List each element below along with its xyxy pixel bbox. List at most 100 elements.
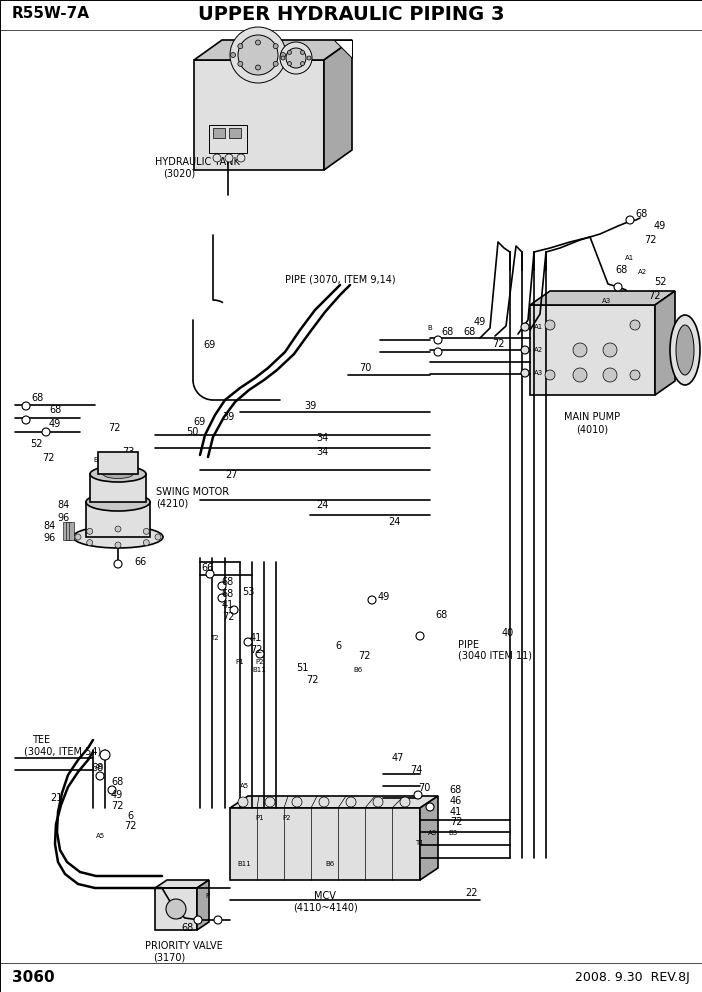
Circle shape	[115, 526, 121, 532]
Circle shape	[218, 582, 226, 590]
Text: 72: 72	[107, 423, 120, 433]
Text: 66: 66	[134, 557, 146, 567]
Text: R55W-7A: R55W-7A	[12, 7, 90, 22]
Text: 68: 68	[49, 405, 61, 415]
Circle shape	[75, 534, 81, 540]
Text: 24: 24	[388, 517, 400, 527]
Circle shape	[100, 750, 110, 760]
Polygon shape	[197, 880, 209, 930]
Text: 27: 27	[226, 470, 238, 480]
Circle shape	[521, 346, 529, 354]
Text: 68: 68	[111, 777, 123, 787]
Text: PIPE: PIPE	[458, 640, 479, 650]
Circle shape	[630, 370, 640, 380]
Circle shape	[573, 368, 587, 382]
Circle shape	[256, 40, 260, 45]
Text: 73: 73	[122, 447, 134, 457]
Text: 49: 49	[49, 419, 61, 429]
Circle shape	[545, 370, 555, 380]
Text: A1: A1	[534, 324, 543, 330]
Circle shape	[416, 632, 424, 640]
Circle shape	[614, 283, 622, 291]
Text: 52: 52	[654, 277, 666, 287]
Text: A5: A5	[95, 833, 105, 839]
Circle shape	[373, 797, 383, 807]
Text: A5: A5	[239, 783, 249, 789]
Text: 53: 53	[241, 587, 254, 597]
Text: P2: P2	[256, 659, 264, 665]
Text: 6: 6	[335, 641, 341, 651]
Circle shape	[114, 560, 122, 568]
Text: SWING MOTOR: SWING MOTOR	[156, 487, 229, 497]
Text: HYDRAULIC TANK: HYDRAULIC TANK	[155, 157, 240, 167]
Circle shape	[225, 154, 233, 162]
Text: 84: 84	[44, 521, 56, 531]
Text: B11: B11	[237, 861, 251, 867]
Text: 70: 70	[418, 783, 430, 793]
Bar	[209, 125, 247, 153]
Circle shape	[96, 772, 104, 780]
Bar	[66, 522, 71, 540]
Text: 68: 68	[636, 209, 648, 219]
Circle shape	[414, 791, 422, 799]
Text: 74: 74	[410, 765, 422, 775]
Text: B: B	[428, 325, 432, 331]
Text: A2: A2	[638, 269, 647, 275]
Polygon shape	[90, 474, 146, 502]
Text: 49: 49	[111, 790, 123, 800]
Text: B11: B11	[252, 667, 266, 673]
Polygon shape	[530, 291, 675, 305]
Circle shape	[238, 797, 248, 807]
Text: (3020): (3020)	[163, 168, 195, 178]
Circle shape	[206, 570, 214, 578]
Circle shape	[244, 638, 252, 646]
Text: 46: 46	[450, 796, 462, 806]
Text: B: B	[93, 457, 98, 463]
Text: 2008. 9.30  REV.8J: 2008. 9.30 REV.8J	[575, 970, 690, 983]
Circle shape	[218, 594, 226, 602]
Text: 41: 41	[450, 807, 462, 817]
Circle shape	[346, 797, 356, 807]
Bar	[63, 522, 68, 540]
Text: 24: 24	[316, 500, 329, 510]
Text: P1: P1	[256, 815, 265, 821]
Text: 66: 66	[202, 563, 214, 573]
Text: 41: 41	[250, 633, 262, 643]
Text: 68: 68	[222, 589, 234, 599]
Text: 72: 72	[450, 817, 462, 827]
Text: 40: 40	[502, 628, 514, 638]
Text: 68: 68	[442, 327, 454, 337]
Circle shape	[281, 53, 286, 58]
Circle shape	[307, 56, 311, 60]
Text: PIPE (3070, ITEM 9,14): PIPE (3070, ITEM 9,14)	[285, 275, 396, 285]
Circle shape	[521, 323, 529, 331]
Text: 3060: 3060	[12, 969, 55, 984]
Text: (4110~4140): (4110~4140)	[293, 902, 357, 912]
Circle shape	[87, 529, 93, 535]
Text: PRIORITY VALVE: PRIORITY VALVE	[145, 941, 223, 951]
Circle shape	[288, 51, 291, 55]
Text: 72: 72	[306, 675, 318, 685]
Circle shape	[238, 44, 243, 49]
Text: 96: 96	[58, 513, 70, 523]
Text: 52: 52	[29, 439, 42, 449]
Text: 72: 72	[171, 900, 183, 910]
Text: 68: 68	[181, 923, 193, 933]
Circle shape	[256, 650, 264, 658]
Circle shape	[434, 336, 442, 344]
Circle shape	[630, 320, 640, 330]
Text: 70: 70	[359, 363, 371, 373]
Polygon shape	[530, 305, 655, 395]
Circle shape	[400, 797, 410, 807]
Text: 49: 49	[474, 317, 486, 327]
Text: 69: 69	[194, 417, 206, 427]
Circle shape	[115, 542, 121, 548]
Polygon shape	[194, 60, 324, 170]
Text: A3: A3	[602, 298, 611, 304]
Text: UPPER HYDRAULIC PIPING 3: UPPER HYDRAULIC PIPING 3	[198, 5, 504, 24]
Polygon shape	[655, 291, 675, 395]
Text: 47: 47	[392, 753, 404, 763]
Circle shape	[238, 35, 278, 75]
Circle shape	[545, 320, 555, 330]
Circle shape	[265, 797, 275, 807]
